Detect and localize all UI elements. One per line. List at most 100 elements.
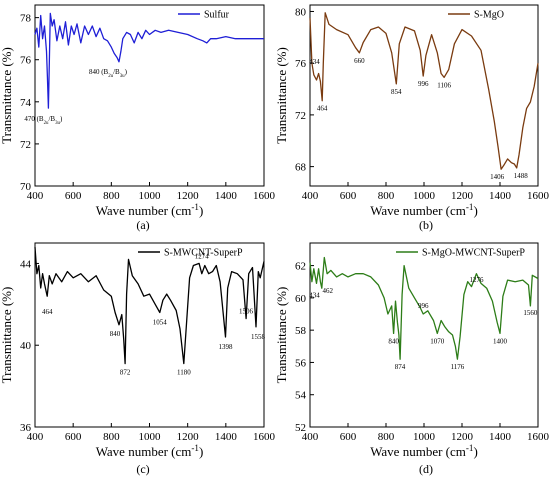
plot-frame [309, 4, 539, 187]
x-tick-label: 1000 [413, 431, 436, 443]
x-tick-label: 1600 [253, 431, 276, 443]
legend-label: Sulfur [204, 10, 230, 21]
y-tick-label: 40 [20, 340, 32, 352]
x-tick-label: 600 [65, 190, 82, 202]
y-tick-label: 78 [20, 13, 32, 25]
x-tick-label: 1200 [177, 190, 200, 202]
y-axis-title: Transmittance (%) [0, 47, 14, 144]
y-tick-label: 54 [295, 390, 307, 402]
chart-panel-1: 400 600 800 1000 1200 1400 1600 70 72 74 76 78 Wave … [0, 4, 276, 232]
peak-annotation: 1274 [195, 252, 210, 260]
y-tick-label: 44 [20, 258, 32, 270]
y-tick-label: 68 [295, 162, 307, 174]
panel-label: (b) [419, 218, 433, 232]
x-tick-label: 800 [378, 190, 395, 202]
y-tick-label: 72 [295, 110, 306, 122]
peak-annotation: 874 [395, 363, 406, 371]
y-tick-label: 74 [20, 97, 32, 109]
y-tick-label: 72 [20, 139, 31, 151]
x-tick-label: 1400 [215, 431, 238, 443]
x-tick-label: 400 [27, 431, 44, 443]
x-tick-label: 800 [103, 431, 120, 443]
peak-annotation: 462 [323, 287, 334, 295]
plot-frame [34, 4, 265, 187]
x-tick-label: 400 [302, 431, 319, 443]
peak-annotation: 1398 [218, 343, 233, 351]
peak-annotation: 840 [388, 337, 399, 345]
x-tick-label: 800 [103, 190, 120, 202]
peak-annotation: 1176 [451, 363, 465, 371]
x-tick-label: 800 [378, 431, 395, 443]
panel-label: (c) [136, 462, 149, 476]
series-line [34, 247, 265, 365]
y-tick-label: 76 [20, 55, 32, 67]
peak-annotation: 840 (B2u/B3u) [89, 68, 128, 79]
y-axis-title: Transmittance (%) [0, 287, 14, 384]
y-tick-label: 76 [295, 58, 307, 70]
x-tick-label: 1400 [489, 190, 512, 202]
peak-annotation: 1054 [153, 319, 168, 327]
peak-annotation: 1106 [437, 81, 451, 89]
x-tick-label: 1600 [253, 190, 276, 202]
peak-annotation: 1276 [469, 276, 484, 284]
peak-annotation: 854 [391, 88, 402, 96]
peak-annotation: 1180 [177, 369, 191, 377]
legend-label: S-MgO [474, 10, 504, 21]
x-tick-label: 400 [27, 190, 44, 202]
chart-panel-4: 400 600 800 1000 1200 1400 1600 52 54 56 58 60 62 Wav… [274, 242, 550, 476]
peak-annotation: 1560 [523, 309, 538, 317]
peak-annotation: 1406 [490, 173, 505, 181]
peak-annotation: 872 [120, 369, 131, 377]
peak-annotation: 996 [418, 80, 429, 88]
x-tick-label: 1600 [527, 190, 550, 202]
x-tick-label: 600 [340, 431, 357, 443]
plot-frame [309, 242, 539, 428]
peak-annotation: 1558 [251, 333, 266, 341]
x-tick-label: 1600 [527, 431, 550, 443]
peak-annotation: 840 [110, 330, 121, 338]
x-tick-label: 1000 [139, 431, 162, 443]
peak-annotation: 1506 [239, 308, 254, 316]
peak-annotation: 1400 [493, 337, 508, 345]
legend-label: S-MgO-MWCNT-SuperP [422, 248, 525, 259]
y-tick-label: 36 [20, 422, 32, 434]
peak-annotation: 464 [42, 308, 53, 316]
chart-panel-2: 400 600 800 1000 1200 1400 1600 68 72 76 80 Wave nu… [274, 4, 550, 232]
x-axis-title: Wave number (cm-1) [96, 443, 204, 459]
panel-label: (a) [136, 218, 149, 232]
x-tick-label: 1000 [139, 190, 162, 202]
peak-annotation: 464 [317, 105, 328, 113]
chart-panel-3: 400 600 800 1000 1200 1400 1600 36 40 44 Wave numb… [0, 242, 276, 476]
y-tick-label: 58 [295, 325, 307, 337]
y-tick-label: 52 [295, 422, 306, 434]
x-tick-label: 1400 [215, 190, 238, 202]
y-tick-label: 70 [20, 181, 32, 193]
x-tick-label: 600 [65, 431, 82, 443]
peak-annotation: 1070 [430, 337, 445, 345]
y-tick-label: 56 [295, 357, 307, 369]
x-axis-title: Wave number (cm-1) [370, 443, 478, 459]
peak-annotation: 470 (B2u/B3u) [24, 115, 63, 126]
panel-label: (d) [419, 462, 433, 476]
x-tick-label: 1200 [451, 431, 474, 443]
series-line [34, 12, 264, 109]
peak-annotation: 434 [309, 291, 320, 299]
x-tick-label: 400 [302, 190, 319, 202]
plot-frame [34, 242, 265, 428]
peak-annotation: 996 [418, 302, 429, 310]
legend-label: S-MWCNT-SuperP [164, 248, 243, 259]
x-tick-label: 1400 [489, 431, 512, 443]
y-tick-label: 62 [295, 261, 306, 273]
y-axis-title: Transmittance (%) [274, 287, 289, 384]
x-axis-title: Wave number (cm-1) [370, 202, 478, 218]
x-tick-label: 1200 [451, 190, 474, 202]
peak-annotation: 434 [309, 58, 320, 66]
peak-annotation: 1488 [514, 172, 529, 180]
x-tick-label: 1000 [413, 190, 436, 202]
y-tick-label: 60 [295, 293, 307, 305]
series-line [309, 256, 539, 360]
x-axis-title: Wave number (cm-1) [96, 202, 204, 218]
y-tick-label: 80 [295, 6, 307, 18]
series-line [309, 12, 539, 170]
